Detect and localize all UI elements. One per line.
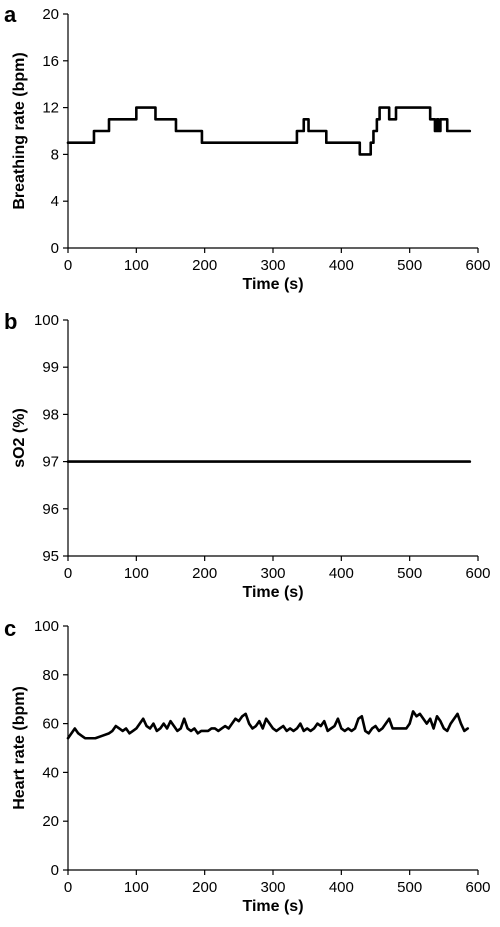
panel-c-letter: c	[4, 616, 16, 641]
panel-a-x-axis-title: Time (s)	[242, 276, 303, 293]
panel-b-y-axis-title: sO2 (%)	[11, 408, 28, 468]
panel-b: b 95 96 97 98 99 100 0 100 200 300 400 500 600 Time…	[4, 309, 491, 601]
panel-a: a 0 4 8 12 16 20 0 100 200 300 400 500 600 Time (s)…	[4, 2, 491, 293]
panel-a-y-tick-label-2: 8	[51, 146, 59, 163]
panel-c-x-axis-title: Time (s)	[242, 898, 303, 915]
panel-c-y-axis-title: Heart rate (bpm)	[11, 686, 28, 810]
panel-c-y-tick-label-3: 60	[42, 716, 59, 733]
panel-c-x-tick-label-0: 0	[64, 879, 72, 896]
panel-c-x-tick-label-4: 400	[329, 879, 354, 896]
panel-c-x-tick-label-5: 500	[397, 879, 422, 896]
panel-b-axes	[67, 320, 478, 557]
panel-c-y-tick-label-1: 20	[42, 813, 59, 830]
panel-c-axes	[67, 626, 478, 871]
panel-c-x-tick-label-1: 100	[124, 879, 149, 896]
panel-b-letter: b	[4, 309, 17, 334]
panel-b-x-tick-label-2: 200	[192, 565, 217, 582]
panel-a-y-tick-label-3: 12	[42, 100, 59, 117]
panel-a-y-tick-label-1: 4	[51, 193, 59, 210]
panel-a-axes	[67, 14, 478, 249]
panel-c-x-tick-label-6: 600	[465, 879, 490, 896]
panel-a-y-tick-label-4: 16	[42, 53, 59, 70]
panel-a-x-tick-label-2: 200	[192, 257, 217, 274]
panel-b-x-tick-label-3: 300	[260, 565, 285, 582]
panel-b-x-tick-label-0: 0	[64, 565, 72, 582]
panel-b-x-ticks: 0 100 200 300 400 500 600	[64, 556, 491, 582]
panel-b-y-tick-label-2: 97	[42, 454, 59, 471]
panel-b-y-ticks: 95 96 97 98 99 100	[34, 312, 68, 565]
panel-c-y-ticks: 0 20 40 60 80 100	[34, 618, 68, 879]
panel-c-heart-rate-line	[66, 710, 470, 740]
panel-c: c 0 20 40 60 80 100 0 100 200 300 400 500 600 Time …	[4, 616, 491, 915]
panel-b-y-tick-label-5: 100	[34, 312, 59, 329]
panel-a-x-tick-label-3: 300	[260, 257, 285, 274]
panel-b-y-tick-label-0: 95	[42, 548, 59, 565]
panel-a-x-tick-label-4: 400	[329, 257, 354, 274]
panel-b-y-tick-label-3: 98	[42, 406, 59, 423]
panel-a-x-tick-label-5: 500	[397, 257, 422, 274]
panel-a-letter: a	[4, 2, 17, 27]
panel-c-x-ticks: 0 100 200 300 400 500 600	[64, 870, 491, 896]
panel-b-x-tick-label-6: 600	[465, 565, 490, 582]
panel-c-x-tick-label-3: 300	[260, 879, 285, 896]
panel-c-y-tick-label-0: 0	[51, 862, 59, 879]
panel-b-x-tick-label-1: 100	[124, 565, 149, 582]
panel-c-x-tick-label-2: 200	[192, 879, 217, 896]
panel-c-y-tick-label-2: 40	[42, 764, 59, 781]
panel-c-y-tick-label-5: 100	[34, 618, 59, 635]
panel-a-x-tick-label-0: 0	[64, 257, 72, 274]
panel-a-y-tick-label-5: 20	[42, 6, 59, 23]
panel-a-y-axis-title: Breathing rate (bpm)	[11, 52, 28, 209]
panel-b-x-tick-label-5: 500	[397, 565, 422, 582]
panel-a-y-tick-label-0: 0	[51, 240, 59, 257]
panel-b-y-tick-label-1: 96	[42, 501, 59, 518]
panel-a-y-ticks: 0 4 8 12 16 20	[42, 6, 68, 257]
panel-a-x-tick-label-6: 600	[465, 257, 490, 274]
panel-a-x-tick-label-1: 100	[124, 257, 149, 274]
panel-b-y-tick-label-4: 99	[42, 359, 59, 376]
panel-c-y-tick-label-4: 80	[42, 667, 59, 684]
panel-a-breathing-rate-line	[66, 106, 472, 156]
panel-a-x-ticks: 0 100 200 300 400 500 600	[64, 248, 491, 274]
panel-b-x-tick-label-4: 400	[329, 565, 354, 582]
panel-b-x-axis-title: Time (s)	[242, 584, 303, 601]
